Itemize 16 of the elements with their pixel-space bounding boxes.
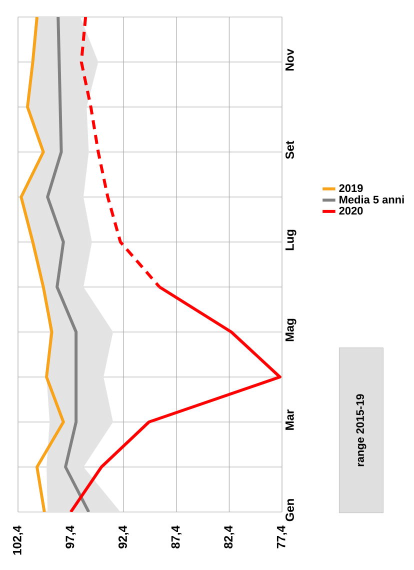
text: range 2015-19 [356, 394, 366, 466]
legend-label: 2020 [339, 206, 363, 215]
y-tick-label: Mar [286, 410, 294, 430]
y-tick-label: Mag [286, 318, 296, 342]
y-tick-label: Nov [286, 48, 294, 70]
x-tick-label: 102,4 [12, 526, 24, 555]
y-tick-label: Gen [286, 499, 294, 522]
x-tick-label: 87,4 [171, 526, 182, 548]
legend-label: Media 5 anni [340, 195, 404, 204]
y-tick-label: Set [286, 140, 294, 159]
x-tick-label: 97,4 [66, 526, 76, 548]
x-tick-label: 92,4 [118, 526, 129, 548]
y-tick-label: Lug [286, 230, 296, 250]
x-tick-label: 77,4 [276, 526, 288, 548]
legend-label: 2019 [339, 184, 363, 192]
x-tick-label: 82,4 [224, 526, 234, 548]
